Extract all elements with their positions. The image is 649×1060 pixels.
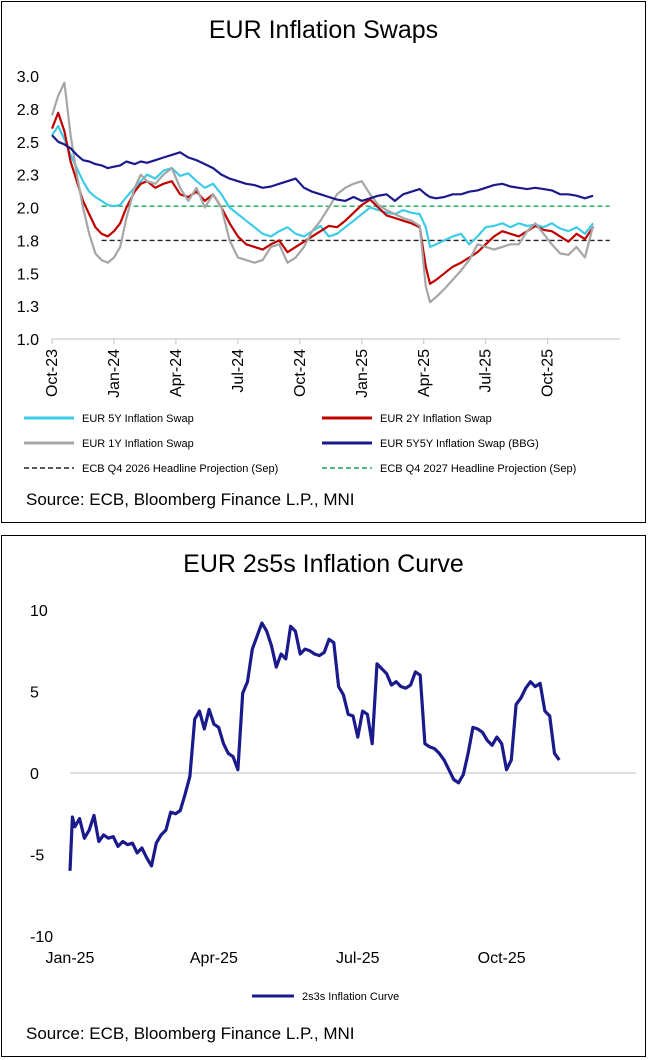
x-tick-label: Oct-24 [292,349,309,397]
chart-panel-inflation-swaps: EUR Inflation Swaps 3.0 2.8 2.5 2.3 2.0 1.8 1.… [1,1,646,523]
y-tick-label: 2.5 [17,135,39,152]
x-tick-label: Oct-23 [44,349,61,397]
y-tick-label: 5 [30,685,39,702]
legend-label: EUR 2Y Inflation Swap [380,413,492,425]
chart-panel-2s5s-curve: EUR 2s5s Inflation Curve 10 5 0 -5 -10 Jan-25… [1,535,646,1057]
y-tick-label: 2.3 [17,168,39,185]
x-tick-label: Apr-24 [168,349,185,397]
series-line-eur-1y-inflation-swap [50,81,595,304]
x-tick-label: Jan-25 [354,349,371,398]
series-line-eur-5y5y-inflation-swap-bbg [51,134,594,202]
chart-title: EUR Inflation Swaps [208,16,439,44]
legend-label: ECB Q4 2026 Headline Projection (Sep) [82,463,278,475]
x-tick-label: Oct-25 [540,349,557,397]
legend-label: EUR 1Y Inflation Swap [82,438,194,450]
chart-source: Source: ECB, Bloomberg Finance L.P., MNI [26,1024,355,1043]
y-tick-label: 1.5 [17,266,39,283]
x-tick-label: Jul-25 [478,349,495,393]
y-tick-label: -5 [30,848,44,865]
y-tick-label: 1.8 [17,233,39,250]
y-tick-label: 10 [30,603,48,620]
legend-label: ECB Q4 2027 Headline Projection (Sep) [380,463,576,475]
y-tick-label: 1.0 [17,332,39,349]
x-tick-label: Jan-24 [106,349,123,398]
x-tick-label: Apr-25 [190,950,238,967]
inflation-swaps-chart: 3.0 2.8 2.5 2.3 2.0 1.8 1.5 1.3 1.0 Oct-23 Jan-24 A… [17,69,620,475]
y-tick-label: 3.0 [17,69,39,86]
x-tick-label: Jul-24 [230,349,247,393]
series-line-2s3s-inflation-curve [68,621,561,871]
y-tick-label: 2.8 [17,102,39,119]
2s5s-curve-chart: 10 5 0 -5 -10 Jan-25 Apr-25 Jul-25 Oct-25 2s3s In… [30,603,636,1003]
y-tick-label: 0 [30,766,39,783]
chart-title: EUR 2s5s Inflation Curve [183,550,464,578]
series-line-eur-2y-inflation-swap [50,111,595,285]
x-tick-label: Oct-25 [478,950,526,967]
legend-label: 2s3s Inflation Curve [302,991,399,1003]
chart-source: Source: ECB, Bloomberg Finance L.P., MNI [26,490,355,509]
legend-label: EUR 5Y Inflation Swap [82,413,194,425]
x-tick-label: Jul-25 [336,950,380,967]
legend-label: EUR 5Y5Y Inflation Swap (BBG) [380,438,539,450]
y-tick-label: -10 [30,929,53,946]
x-tick-label: Apr-25 [416,349,433,397]
y-tick-label: 1.3 [17,299,39,316]
y-tick-label: 2.0 [17,201,39,218]
x-tick-label: Jan-25 [46,950,95,967]
